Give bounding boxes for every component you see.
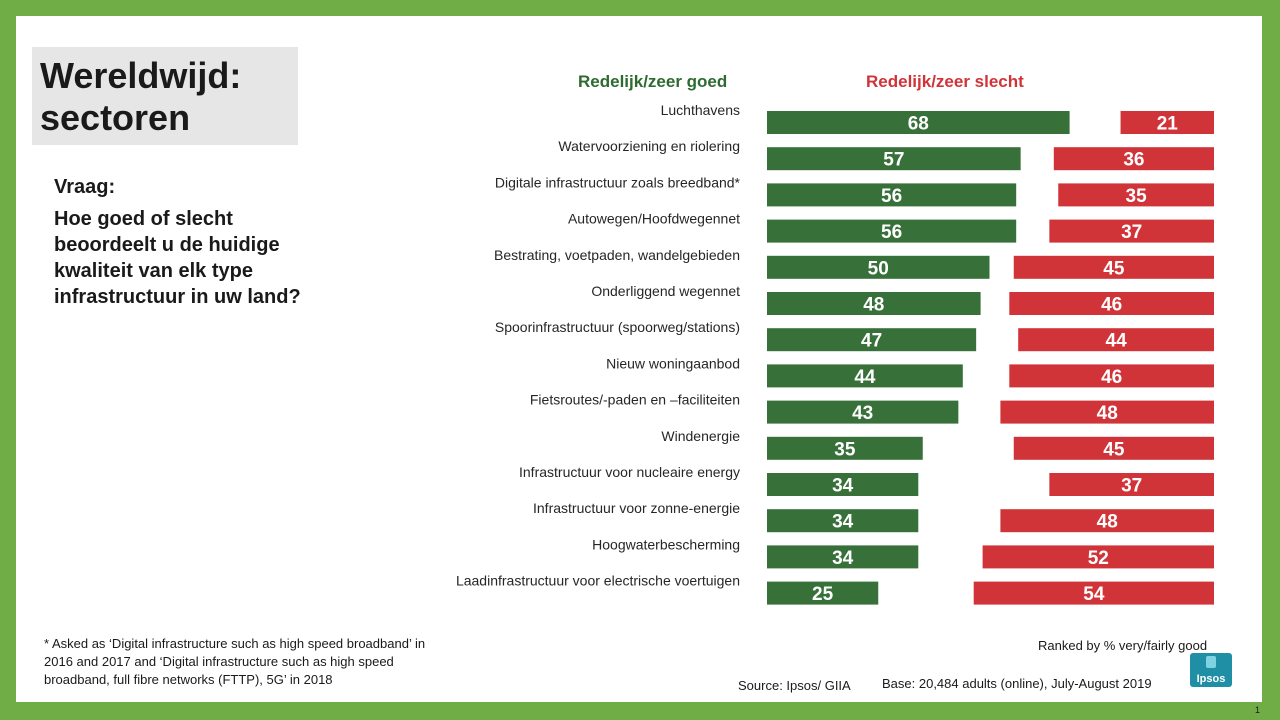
bar-good-label: 50 — [868, 258, 889, 279]
bar-good-label: 56 — [881, 222, 902, 243]
bar-bad — [1013, 255, 1214, 279]
bar-good-label: 68 — [908, 114, 929, 135]
bar-good-label: 34 — [832, 548, 854, 569]
bar-bad — [1058, 183, 1214, 207]
category-label: Windenergie — [661, 428, 740, 444]
category-label: Infrastructuur voor nucleaire energy — [519, 464, 740, 480]
category-label: Onderliggend wegennet — [591, 283, 740, 299]
bar-good — [767, 581, 879, 605]
bar-bad — [1018, 328, 1214, 352]
bar-good — [767, 183, 1017, 207]
bar-bad — [1000, 400, 1214, 424]
bar-bad-label: 45 — [1103, 439, 1125, 460]
bar-good — [767, 147, 1021, 171]
category-label: Fietsroutes/-paden en –faciliteiten — [530, 392, 740, 408]
category-label: Laadinfrastructuur voor electrische voer… — [456, 573, 740, 589]
bar-bad — [1009, 292, 1214, 315]
bar-good-label: 34 — [832, 476, 854, 497]
bar-bad-label: 45 — [1103, 258, 1125, 279]
bar-bad-label: 37 — [1121, 476, 1142, 497]
bar-bad — [1120, 111, 1214, 134]
bar-bad — [1053, 147, 1214, 171]
bar-good — [767, 400, 959, 424]
bar-good — [767, 364, 963, 388]
bar-good — [767, 255, 990, 279]
bar-good-label: 57 — [883, 150, 904, 171]
source-note: Source: Ipsos/ GIIA — [738, 678, 851, 693]
page-title: Wereldwijd: sectoren — [40, 55, 242, 138]
bar-bad — [973, 581, 1214, 605]
bar-good-label: 56 — [881, 186, 902, 207]
bar-good-label: 48 — [863, 295, 884, 316]
bar-bad-label: 48 — [1097, 403, 1118, 424]
category-label: Watervoorziening en riolering — [558, 138, 740, 154]
bar-good-label: 34 — [832, 512, 854, 533]
question-label: Vraag: — [54, 176, 116, 198]
bar-bad-label: 35 — [1126, 186, 1148, 207]
category-label: Infrastructuur voor zonne-energie — [533, 500, 740, 516]
bar-good — [767, 328, 977, 352]
ipsos-logo: Ipsos — [1190, 653, 1232, 687]
bar-bad-label: 54 — [1083, 584, 1105, 605]
footnote: * Asked as ‘Digital infrastructure such … — [44, 636, 426, 687]
bar-bad — [1049, 473, 1214, 496]
bar-good — [767, 111, 1070, 134]
bar-good — [767, 473, 919, 496]
bar-bad — [982, 545, 1214, 569]
bar-bad-label: 21 — [1157, 114, 1179, 135]
bar-bad-label: 37 — [1121, 222, 1142, 243]
bar-bad — [1049, 219, 1214, 243]
bar-bad — [1013, 436, 1214, 460]
bar-bad-label: 46 — [1101, 367, 1122, 388]
bar-good-label: 25 — [812, 584, 834, 605]
bar-good-label: 43 — [852, 403, 873, 424]
logo-text: Ipsos — [1196, 673, 1226, 685]
question-block: Vraag: Hoe goed of slecht beoordeelt u d… — [54, 174, 314, 310]
bar-bad — [1000, 509, 1214, 533]
bar-good — [767, 545, 919, 569]
bar-good — [767, 509, 919, 533]
title-box: Wereldwijd: sectoren — [32, 47, 298, 145]
category-label: Bestrating, voetpaden, wandelgebieden — [494, 247, 740, 263]
category-label: Digitale infrastructuur zoals breedband* — [495, 174, 741, 190]
bar-good-label: 47 — [861, 331, 882, 352]
question-text: Hoe goed of slecht beoordeelt u de huidi… — [54, 208, 301, 308]
category-label: Autowegen/Hoofdwegennet — [568, 211, 740, 227]
bar-good — [767, 219, 1017, 243]
bar-good-label: 44 — [854, 367, 876, 388]
category-label: Hoogwaterbescherming — [592, 536, 740, 552]
bar-bad-label: 36 — [1123, 150, 1144, 171]
slide: Wereldwijd: sectoren Vraag: Hoe goed of … — [16, 16, 1262, 702]
page-number: 1 — [1255, 705, 1261, 715]
category-label: Spoorinfrastructuur (spoorweg/stations) — [495, 319, 740, 335]
base-note: Base: 20,484 adults (online), July-Augus… — [882, 676, 1152, 691]
bar-bad-label: 44 — [1106, 331, 1128, 352]
legend-good: Redelijk/zeer goed — [578, 72, 728, 91]
bar-bad-label: 46 — [1101, 295, 1122, 316]
legend-bad: Redelijk/zeer slecht — [866, 72, 1024, 91]
bar-good — [767, 436, 923, 460]
category-label: Nieuw woningaanbod — [606, 355, 740, 371]
bar-bad-label: 52 — [1088, 548, 1109, 569]
category-label: Luchthavens — [661, 102, 740, 118]
logo-icon — [1206, 656, 1216, 668]
bar-bad — [1009, 364, 1214, 388]
ranked-note: Ranked by % very/fairly good — [1038, 638, 1208, 653]
bar-good-label: 35 — [834, 439, 856, 460]
bar-chart: Luchthavens 68 21 Watervoorziening en riole… — [456, 102, 1214, 605]
bar-good — [767, 292, 981, 315]
bar-bad-label: 48 — [1097, 512, 1118, 533]
